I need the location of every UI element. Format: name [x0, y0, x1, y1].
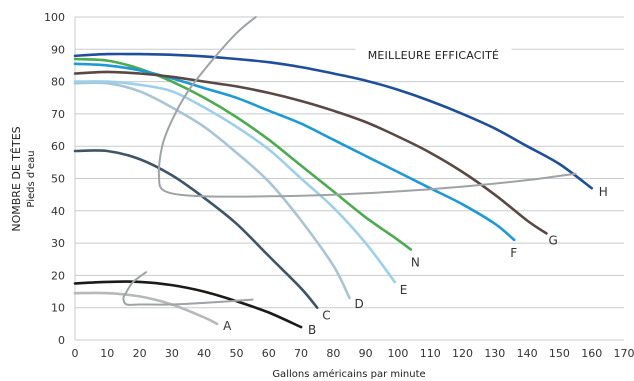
x-axis-label: Gallons américains par minute	[272, 368, 425, 380]
series-line-H	[73, 52, 593, 190]
series-line-efficiency-low	[122, 271, 254, 306]
y-tick-label: 50	[51, 173, 65, 186]
series-label-C: C	[322, 309, 330, 323]
x-tick-label: 20	[133, 347, 147, 360]
y-tick-label: 0	[58, 334, 65, 347]
x-tick-label: 140	[517, 347, 538, 360]
x-tick-label: 50	[229, 347, 243, 360]
x-tick-label: 40	[197, 347, 211, 360]
grid-lines	[74, 16, 624, 341]
series-label-N: N	[411, 256, 420, 270]
series-labels: A BC D EN F G H	[223, 185, 608, 337]
series-line-A	[73, 291, 219, 326]
y-tick-label: 100	[44, 11, 65, 24]
x-tick-labels: 0 10 20 30 40 50 60 70 80 90 100 110 120 130 140 150 160…	[72, 347, 634, 360]
y-axis-sublabel: Pieds d'eau	[26, 150, 37, 207]
series-label-D: D	[355, 297, 364, 311]
x-tick-label: 100	[387, 347, 408, 360]
y-tick-label: 40	[51, 205, 65, 218]
x-tick-label: 90	[359, 347, 373, 360]
series-line-D	[73, 81, 351, 300]
series-line-E	[73, 80, 396, 284]
x-tick-label: 160	[581, 347, 602, 360]
series-label-A: A	[223, 319, 232, 333]
x-tick-label: 30	[165, 347, 179, 360]
y-tick-label: 20	[51, 269, 65, 282]
series-line-G	[73, 70, 548, 235]
best-efficiency-label: MEILLEURE EFFICACITÉ	[368, 49, 500, 62]
x-tick-label: 170	[614, 347, 634, 360]
series-label-F: F	[510, 246, 517, 260]
y-axis-label: NOMBRE DE TÊTES	[10, 126, 23, 231]
series-line-efficiency-best	[157, 16, 577, 198]
y-tick-label: 30	[51, 237, 65, 250]
x-tick-label: 120	[452, 347, 473, 360]
series-line-N	[73, 57, 413, 251]
series-label-G: G	[548, 233, 557, 247]
series-label-B: B	[308, 323, 316, 337]
x-tick-label: 150	[549, 347, 570, 360]
x-tick-label: 0	[72, 347, 79, 360]
series-line-F	[73, 62, 516, 242]
y-tick-label: 90	[51, 43, 65, 56]
series-label-H: H	[599, 185, 608, 199]
annotation-layer: MEILLEURE EFFICACITÉ	[355, 47, 512, 64]
x-tick-label: 60	[262, 347, 276, 360]
y-tick-label: 80	[51, 76, 65, 89]
y-tick-label: 10	[51, 302, 65, 315]
x-tick-label: 110	[420, 347, 441, 360]
y-tick-labels: 0 10 20 30 40 50 60 70 80 90 100	[44, 11, 65, 347]
y-tick-label: 70	[51, 108, 65, 121]
x-tick-label: 10	[100, 347, 114, 360]
x-tick-label: 70	[294, 347, 308, 360]
series-layer	[73, 16, 593, 329]
series-line-C	[73, 149, 319, 309]
series-line-B	[73, 280, 303, 329]
series-label-E: E	[400, 283, 408, 297]
x-tick-label: 80	[326, 347, 340, 360]
y-tick-label: 60	[51, 140, 65, 153]
x-tick-label: 130	[484, 347, 505, 360]
annotation-background	[355, 47, 512, 64]
